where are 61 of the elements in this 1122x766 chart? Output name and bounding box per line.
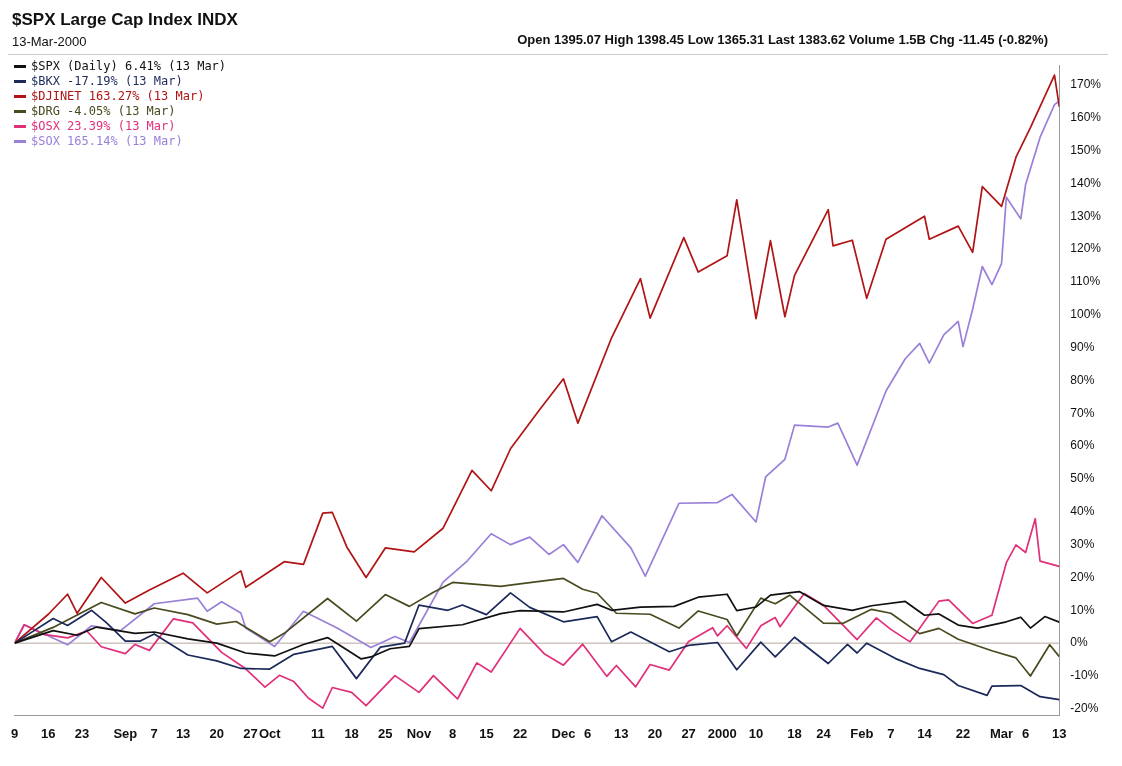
x-tick-label: 9 [11, 725, 19, 741]
x-tick-label: 14 [917, 725, 933, 741]
legend-label: $OSX 23.39% (13 Mar) [31, 119, 176, 134]
x-tick-label: 18 [787, 725, 802, 741]
x-tick-label: Nov [406, 725, 433, 741]
legend-label: $DRG -4.05% (13 Mar) [31, 104, 176, 119]
x-tick-label: 27 [681, 725, 696, 741]
x-tick-label: 8 [449, 725, 457, 741]
x-tick-label: 22 [955, 725, 971, 741]
x-tick-label: 22 [512, 725, 528, 741]
text: Open 1395.07 High 1398.45 Low 1365.31 Last 1383.62 Volume 1.5B Chg -11.45 (-0.82%) [517, 32, 1048, 47]
x-tick-label: 25 [378, 725, 393, 741]
x-tick-label: Feb [850, 725, 874, 741]
x-tick-label: 24 [816, 725, 832, 741]
y-tick-label: 80% [1070, 372, 1095, 387]
x-tick-label: 16 [41, 725, 56, 741]
y-tick-label: -20% [1070, 701, 1099, 716]
y-tick-label: -10% [1070, 668, 1099, 683]
y-tick-label: 160% [1070, 110, 1102, 125]
chart-subtitle: 13-Mar-2000 [12, 34, 87, 49]
x-tick-label: 13 [175, 725, 191, 741]
x-tick-label: 7 [887, 725, 895, 741]
x-tick-label: 20 [647, 725, 663, 741]
y-tick-label: 30% [1070, 536, 1095, 551]
y-tick-label: 90% [1070, 339, 1095, 354]
x-tick-label: 6 [583, 725, 592, 741]
y-tick-label: 150% [1070, 142, 1102, 157]
legend-label: $DJINET 163.27% (13 Mar) [31, 89, 205, 104]
y-tick-label: 130% [1070, 208, 1102, 223]
x-tick-label: 13 [1052, 725, 1067, 741]
x-tick-label: Sep [113, 725, 138, 741]
y-tick-label: 60% [1070, 438, 1095, 453]
x-tick-label: 27 [243, 725, 258, 741]
chart-title: $SPX Large Cap Index INDX [12, 10, 238, 30]
x-tick-label: 10 [748, 725, 764, 741]
y-tick-label: 110% [1070, 274, 1101, 289]
y-tick-label: 100% [1070, 307, 1102, 322]
x-tick-label: 11 [311, 725, 325, 741]
y-tick-label: 170% [1070, 77, 1102, 92]
y-tick-label: 140% [1070, 175, 1102, 190]
x-tick-label: 2000 [707, 725, 737, 741]
y-tick-label: 10% [1070, 602, 1095, 617]
x-tick-label: 23 [74, 725, 90, 741]
x-tick-label: Oct [258, 725, 282, 741]
legend-label: $BKX -17.19% (13 Mar) [31, 74, 183, 89]
x-tick-label: Dec [551, 725, 576, 741]
x-tick-label: 18 [344, 725, 359, 741]
y-tick-label: 0% [1070, 635, 1088, 650]
x-tick-label: 15 [479, 725, 494, 741]
legend-label: $SOX 165.14% (13 Mar) [31, 134, 183, 149]
x-tick-label: Mar [989, 725, 1014, 741]
y-tick-label: 20% [1070, 569, 1095, 584]
x-tick-label: 13 [613, 725, 629, 741]
y-tick-label: 50% [1070, 471, 1095, 486]
y-tick-label: 120% [1070, 241, 1102, 256]
y-tick-label: 40% [1070, 504, 1095, 519]
x-tick-label: 7 [150, 725, 158, 741]
x-tick-label: 6 [1021, 725, 1030, 741]
x-tick-label: 20 [209, 725, 225, 741]
legend-label: $SPX (Daily) 6.41% (13 Mar) [31, 59, 227, 74]
y-tick-label: 70% [1070, 405, 1095, 420]
